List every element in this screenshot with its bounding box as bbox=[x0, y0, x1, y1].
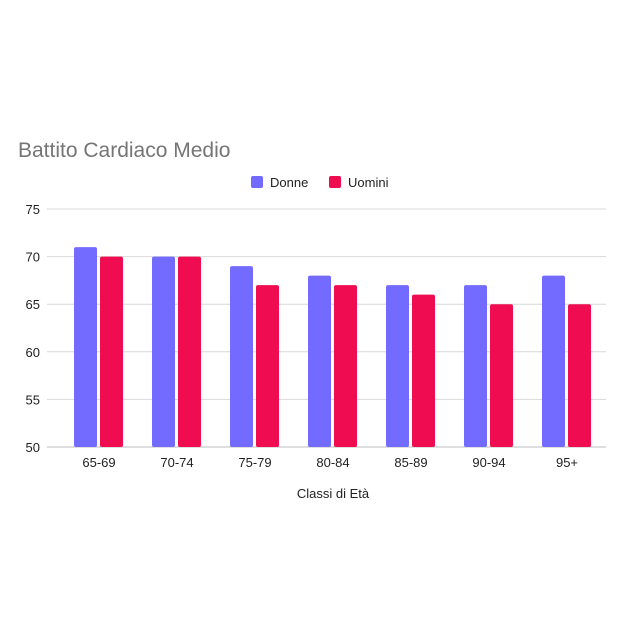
y-tick-label: 55 bbox=[26, 392, 40, 407]
bar-donne-80-84 bbox=[308, 275, 331, 447]
x-tick-label: 70-74 bbox=[160, 455, 193, 470]
x-tick-label: 90-94 bbox=[472, 455, 505, 470]
x-tick-label: 85-89 bbox=[394, 455, 427, 470]
bar-uomini-75-79 bbox=[256, 285, 279, 447]
legend-label-donne: Donne bbox=[270, 175, 308, 190]
y-tick-label: 50 bbox=[26, 440, 40, 455]
x-axis-title: Classi di Età bbox=[297, 486, 370, 501]
x-tick-label: 80-84 bbox=[316, 455, 349, 470]
chart-title: Battito Cardiaco Medio bbox=[18, 139, 231, 162]
x-tick-label: 95+ bbox=[556, 455, 578, 470]
bar-uomini-80-84 bbox=[334, 285, 357, 447]
y-tick-label: 75 bbox=[26, 202, 40, 217]
x-tick-label: 65-69 bbox=[82, 455, 115, 470]
bar-uomini-90-94 bbox=[490, 304, 513, 447]
bar-donne-90-94 bbox=[464, 285, 487, 447]
bar-donne-70-74 bbox=[152, 256, 175, 447]
bar-donne-75-79 bbox=[230, 266, 253, 447]
bar-donne-85-89 bbox=[386, 285, 409, 447]
legend-label-uomini: Uomini bbox=[348, 175, 389, 190]
bar-donne-95+ bbox=[542, 275, 565, 447]
x-tick-label: 75-79 bbox=[238, 455, 271, 470]
bar-uomini-65-69 bbox=[100, 256, 123, 447]
bar-uomini-85-89 bbox=[412, 294, 435, 447]
bar-uomini-70-74 bbox=[178, 256, 201, 447]
legend-swatch-donne bbox=[251, 176, 263, 188]
y-tick-label: 65 bbox=[26, 297, 40, 312]
y-tick-label: 60 bbox=[26, 345, 40, 360]
legend-swatch-uomini bbox=[329, 176, 341, 188]
bar-donne-65-69 bbox=[74, 247, 97, 447]
bar-uomini-95+ bbox=[568, 304, 591, 447]
y-tick-label: 70 bbox=[26, 250, 40, 265]
